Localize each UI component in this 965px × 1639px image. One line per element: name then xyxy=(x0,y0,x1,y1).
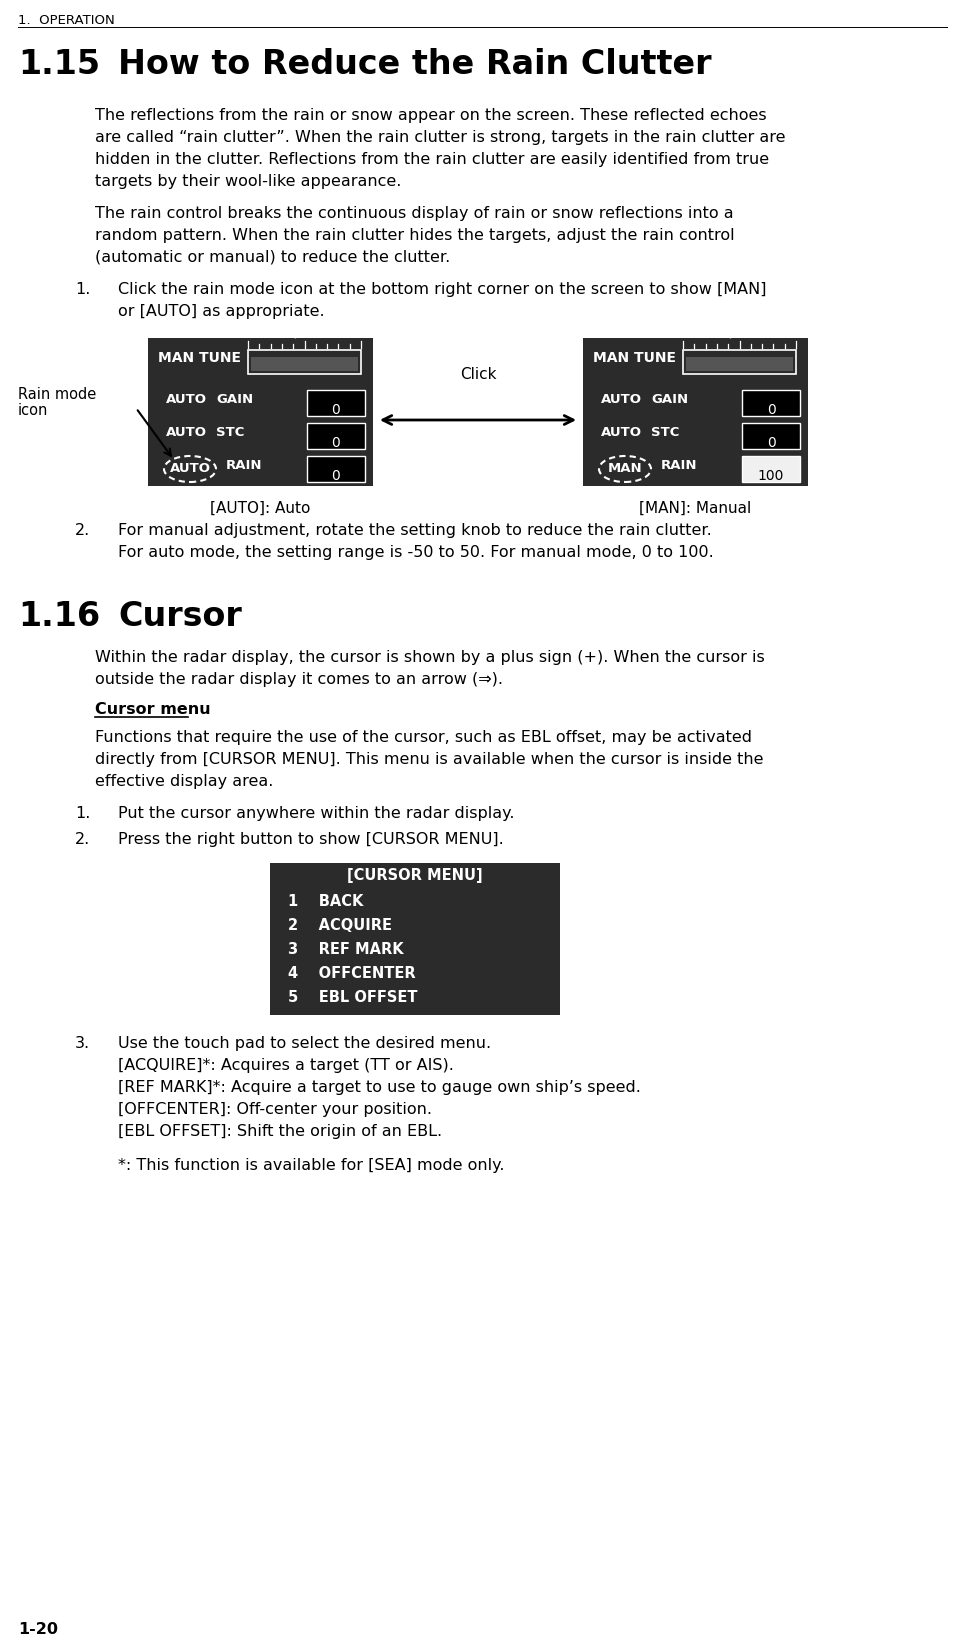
Text: 2    ACQUIRE: 2 ACQUIRE xyxy=(288,918,392,933)
Text: 1    BACK: 1 BACK xyxy=(288,893,364,908)
Text: [CURSOR MENU]: [CURSOR MENU] xyxy=(347,867,482,882)
Text: random pattern. When the rain clutter hides the targets, adjust the rain control: random pattern. When the rain clutter hi… xyxy=(95,228,734,243)
Text: GAIN: GAIN xyxy=(651,393,688,406)
Text: 2.: 2. xyxy=(75,523,91,538)
Text: [AUTO]: Auto: [AUTO]: Auto xyxy=(209,500,310,516)
Text: 0: 0 xyxy=(332,469,341,484)
Text: RAIN: RAIN xyxy=(661,459,698,472)
Text: [ACQUIRE]*: Acquires a target (TT or AIS).: [ACQUIRE]*: Acquires a target (TT or AIS… xyxy=(118,1057,454,1072)
Text: 5    EBL OFFSET: 5 EBL OFFSET xyxy=(288,990,418,1005)
Text: *: This function is available for [SEA] mode only.: *: This function is available for [SEA] … xyxy=(118,1157,505,1172)
Text: Functions that require the use of the cursor, such as EBL offset, may be activat: Functions that require the use of the cu… xyxy=(95,729,752,744)
Text: 1.16: 1.16 xyxy=(18,600,100,633)
Text: [MAN]: Manual: [MAN]: Manual xyxy=(639,500,751,516)
Text: MAN: MAN xyxy=(608,462,643,475)
Text: 1-20: 1-20 xyxy=(18,1621,58,1636)
Bar xyxy=(148,339,373,487)
Bar xyxy=(742,390,800,416)
Text: The reflections from the rain or snow appear on the screen. These reflected echo: The reflections from the rain or snow ap… xyxy=(95,108,766,123)
Text: Use the touch pad to select the desired menu.: Use the touch pad to select the desired … xyxy=(118,1036,491,1051)
Text: [EBL OFFSET]: Shift the origin of an EBL.: [EBL OFFSET]: Shift the origin of an EBL… xyxy=(118,1123,442,1139)
Text: 4    OFFCENTER: 4 OFFCENTER xyxy=(288,965,416,980)
Text: AUTO: AUTO xyxy=(601,393,642,406)
Text: 1.: 1. xyxy=(75,282,91,297)
Text: Within the radar display, the cursor is shown by a plus sign (+). When the curso: Within the radar display, the cursor is … xyxy=(95,649,764,664)
Text: 1.15: 1.15 xyxy=(18,48,100,80)
Text: 1.: 1. xyxy=(75,805,91,821)
Text: Cursor: Cursor xyxy=(118,600,242,633)
Text: 0: 0 xyxy=(332,436,341,449)
Text: How to Reduce the Rain Clutter: How to Reduce the Rain Clutter xyxy=(118,48,711,80)
Text: AUTO: AUTO xyxy=(601,426,642,439)
Text: [OFFCENTER]: Off-center your position.: [OFFCENTER]: Off-center your position. xyxy=(118,1101,432,1116)
Text: 0: 0 xyxy=(766,436,775,449)
Bar xyxy=(307,425,365,449)
Text: 2.: 2. xyxy=(75,831,91,846)
Text: 0: 0 xyxy=(332,403,341,416)
Text: Rain mode: Rain mode xyxy=(18,387,96,402)
Text: The rain control breaks the continuous display of rain or snow reflections into : The rain control breaks the continuous d… xyxy=(95,207,733,221)
Bar xyxy=(307,390,365,416)
Text: AUTO: AUTO xyxy=(166,393,207,406)
Text: or [AUTO] as appropriate.: or [AUTO] as appropriate. xyxy=(118,303,324,320)
Text: Click the rain mode icon at the bottom right corner on the screen to show [MAN]: Click the rain mode icon at the bottom r… xyxy=(118,282,766,297)
Text: Put the cursor anywhere within the radar display.: Put the cursor anywhere within the radar… xyxy=(118,805,514,821)
Text: 3    REF MARK: 3 REF MARK xyxy=(288,941,403,957)
Text: directly from [CURSOR MENU]. This menu is available when the cursor is inside th: directly from [CURSOR MENU]. This menu i… xyxy=(95,752,763,767)
Polygon shape xyxy=(725,329,736,339)
Text: targets by their wool-like appearance.: targets by their wool-like appearance. xyxy=(95,174,401,188)
Text: STC: STC xyxy=(651,426,679,439)
Bar xyxy=(583,339,808,487)
Bar xyxy=(742,425,800,449)
Bar xyxy=(742,457,800,484)
Bar xyxy=(307,457,365,484)
Text: 0: 0 xyxy=(766,403,775,416)
Bar xyxy=(686,357,793,372)
Text: icon: icon xyxy=(18,403,48,418)
Text: Press the right button to show [CURSOR MENU].: Press the right button to show [CURSOR M… xyxy=(118,831,504,846)
Text: For auto mode, the setting range is -50 to 50. For manual mode, 0 to 100.: For auto mode, the setting range is -50 … xyxy=(118,544,714,559)
Text: RAIN: RAIN xyxy=(226,459,262,472)
Text: (automatic or manual) to reduce the clutter.: (automatic or manual) to reduce the clut… xyxy=(95,249,451,266)
Bar xyxy=(683,351,796,375)
Text: [REF MARK]*: Acquire a target to use to gauge own ship’s speed.: [REF MARK]*: Acquire a target to use to … xyxy=(118,1080,641,1095)
Text: 3.: 3. xyxy=(75,1036,90,1051)
Bar xyxy=(270,864,560,1016)
Text: Cursor menu: Cursor menu xyxy=(95,701,210,716)
Text: Click: Click xyxy=(459,367,496,382)
Text: hidden in the clutter. Reflections from the rain clutter are easily identified f: hidden in the clutter. Reflections from … xyxy=(95,152,769,167)
Bar xyxy=(248,351,361,375)
Text: outside the radar display it comes to an arrow (⇒).: outside the radar display it comes to an… xyxy=(95,672,503,687)
Text: 100: 100 xyxy=(758,469,785,484)
Text: effective display area.: effective display area. xyxy=(95,774,273,788)
Text: For manual adjustment, rotate the setting knob to reduce the rain clutter.: For manual adjustment, rotate the settin… xyxy=(118,523,712,538)
Text: MAN TUNE: MAN TUNE xyxy=(158,351,241,365)
Text: 1.  OPERATION: 1. OPERATION xyxy=(18,15,115,26)
Bar xyxy=(251,357,358,372)
Text: AUTO: AUTO xyxy=(166,426,207,439)
Polygon shape xyxy=(290,329,301,339)
Text: GAIN: GAIN xyxy=(216,393,253,406)
Text: STC: STC xyxy=(216,426,244,439)
Text: MAN TUNE: MAN TUNE xyxy=(593,351,676,365)
Text: are called “rain clutter”. When the rain clutter is strong, targets in the rain : are called “rain clutter”. When the rain… xyxy=(95,129,786,144)
Text: AUTO: AUTO xyxy=(170,462,210,475)
